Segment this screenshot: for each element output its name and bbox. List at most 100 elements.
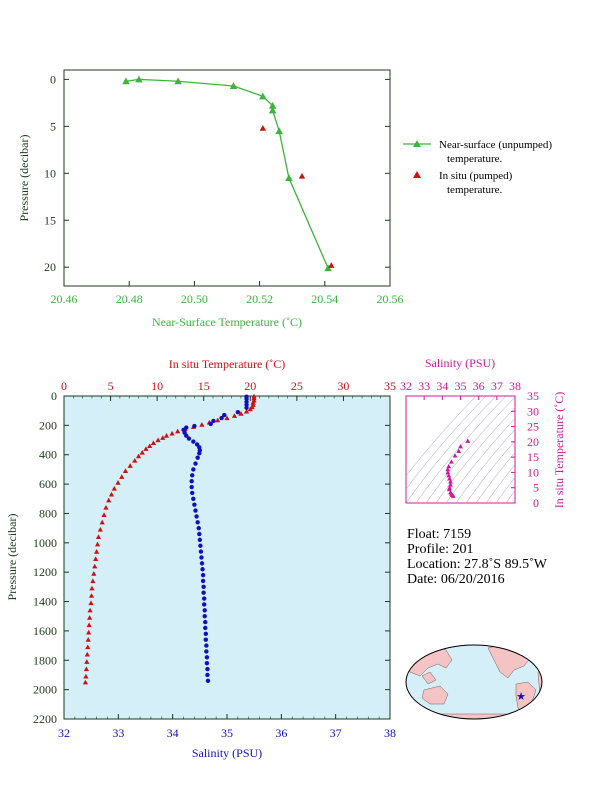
ts-point <box>458 444 463 449</box>
temperature-point <box>169 430 175 436</box>
salinity-point <box>201 602 207 607</box>
salinity-point <box>186 436 192 441</box>
salinity-point <box>202 608 207 613</box>
salinity-point <box>192 423 197 429</box>
temperature-point <box>101 512 107 518</box>
top-plot-frame <box>63 69 391 287</box>
ts-density-contours <box>406 396 515 503</box>
salinity-point <box>203 631 209 637</box>
ts-marks <box>445 438 471 498</box>
temp-tick-label: 5 <box>108 379 114 393</box>
temperature-point <box>103 504 109 510</box>
float-id: Float: 7159 <box>407 527 472 542</box>
temperature-point <box>155 437 161 443</box>
near-surface-line <box>125 78 329 269</box>
ts-point <box>446 473 452 478</box>
temperature-point <box>88 600 94 606</box>
salinity-point <box>195 455 200 460</box>
near-surface-point <box>268 106 277 114</box>
salinity-point <box>208 421 213 427</box>
temperature-point <box>150 440 157 446</box>
salinity-point <box>199 555 204 560</box>
salinity-point <box>200 578 206 584</box>
salinity-point <box>200 567 205 572</box>
salinity-point <box>189 478 194 484</box>
salinity-point <box>198 549 204 554</box>
top-y-tick-label: 0 <box>50 72 56 86</box>
temperature-point <box>119 474 125 479</box>
temperature-point <box>108 491 115 497</box>
temperature-point <box>90 578 96 584</box>
ts-top-ticks: 32 33 34 35 36 37 38 <box>400 379 521 400</box>
density-contour <box>485 464 515 503</box>
temperature-point <box>106 497 112 503</box>
temperature-point <box>215 417 221 423</box>
pressure-tick-label: 1000 <box>33 536 57 550</box>
in-situ-point <box>259 125 267 131</box>
profile-y-ticks: 0 200 400 600 800 1000 1200 1400 1600 1800 2000 220… <box>33 389 390 726</box>
salinity-point <box>184 433 189 438</box>
temperature-point <box>92 563 98 569</box>
salinity-point <box>205 672 210 678</box>
salinity-point <box>193 508 198 513</box>
top-chart: 20.46 20.48 20.50 20.52 20.54 20.56 05101520 … <box>17 69 552 329</box>
in-situ-point <box>328 262 335 268</box>
salinity-point <box>204 643 209 648</box>
salinity-point <box>197 451 202 456</box>
temperature-point <box>87 607 93 613</box>
ts-salinity-tick-label: 37 <box>491 379 503 393</box>
density-contour <box>425 396 515 503</box>
top-x-label: Near-Surface Temperature (˚C) <box>152 315 302 329</box>
density-contour <box>455 428 515 503</box>
ts-temp-tick-label: 10 <box>527 465 539 479</box>
temperature-point <box>86 629 92 635</box>
legend-marker-near-surface <box>413 140 421 147</box>
top-x-tick-label: 20.54 <box>311 292 338 306</box>
salinity-point <box>197 537 203 543</box>
temperature-point <box>115 480 121 485</box>
salinity-point <box>191 467 196 472</box>
top-x-tick-label: 20.46 <box>51 292 78 306</box>
temp-tick-label: 10 <box>151 379 163 393</box>
profile-number: Profile: 201 <box>407 542 474 557</box>
profile-plot-frame <box>63 395 391 720</box>
salinity-point <box>211 418 216 424</box>
ts-y-label: In situ Temperature (˚C) <box>552 392 566 509</box>
salinity-point <box>201 584 206 590</box>
temperature-point <box>139 449 145 455</box>
temperature-point <box>85 644 91 650</box>
temperature-point <box>87 615 93 620</box>
salinity-tick-label: 33 <box>112 726 124 740</box>
temp-tick-label: 20 <box>244 379 256 393</box>
salinity-point <box>198 543 203 548</box>
ts-temp-tick-label: 15 <box>527 450 539 464</box>
salinity-point <box>203 625 208 631</box>
ts-temp-tick-label: 30 <box>527 404 539 418</box>
salinity-point <box>201 596 207 601</box>
profile-date: Date: 06/20/2016 <box>407 572 505 587</box>
density-contour <box>505 490 515 503</box>
ts-point <box>445 470 451 475</box>
temperature-point <box>99 519 105 525</box>
salinity-tick-label: 37 <box>330 726 342 740</box>
ts-salinity-tick-label: 36 <box>473 379 485 393</box>
in-situ-point <box>298 172 306 179</box>
map-outline <box>405 644 543 720</box>
temperature-point <box>135 453 142 459</box>
top-x-tick-label: 20.52 <box>246 292 273 306</box>
salinity-point <box>193 461 198 466</box>
top-x-ticks: 20.46 20.48 20.50 20.52 20.54 20.56 <box>51 281 404 306</box>
profile-bottom-label: Salinity (PSU) <box>192 746 262 760</box>
ts-salinity-tick-label: 38 <box>509 379 521 393</box>
pressure-tick-label: 1400 <box>33 595 57 609</box>
near-surface-point <box>229 82 238 90</box>
ts-point <box>450 493 456 498</box>
temperature-point <box>224 415 230 421</box>
salinity-point <box>197 531 202 537</box>
temperature-point <box>111 485 117 491</box>
density-contour <box>406 396 477 477</box>
ts-plot-frame <box>405 395 516 504</box>
pressure-tick-label: 2200 <box>33 712 57 726</box>
